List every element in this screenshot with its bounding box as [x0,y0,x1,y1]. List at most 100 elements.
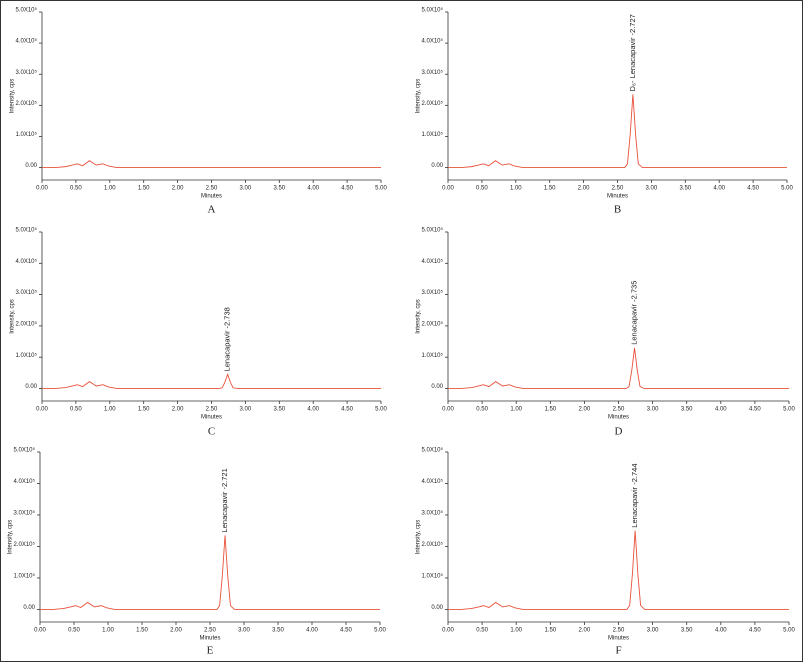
trace [448,94,787,169]
x-tick-label: 0.50 [476,407,488,413]
x-tick-label: 0.00 [442,186,454,192]
y-tick-label: 2.0X10⁵ [13,541,35,548]
x-tick-label: 1.00 [104,407,116,413]
y-tick-label: 0.00 [25,384,37,390]
x-tick-label: 1.50 [136,628,148,634]
y-tick-label: 1.0X10⁵ [421,573,443,580]
x-tick-label: 1.50 [138,186,150,192]
x-axis-title: Minutes [608,415,629,421]
x-axis-title: Minutes [199,636,220,642]
peak-annotation: Lenacapavir -2.735 [630,281,639,345]
x-tick-label: 3.50 [273,407,285,413]
y-tick-label: 1.0X10⁵ [13,573,35,580]
x-tick-label: 3.50 [272,628,284,634]
x-tick-label: 3.00 [646,186,658,192]
x-tick-label: 4.00 [715,407,727,413]
peak-annotation: Lenacapavir -2.721 [220,468,229,532]
x-tick-label: 3.50 [681,628,693,634]
y-tick-label: 0.00 [431,605,443,611]
y-tick-label: 4.0X10⁵ [421,38,443,45]
x-tick-label: 3.00 [647,628,659,634]
x-tick-label: 1.50 [544,628,556,634]
x-tick-label: 0.00 [442,628,454,634]
y-tick-label: 3.0X10⁵ [421,510,443,517]
x-tick-label: 0.50 [70,186,82,192]
peak-annotation: D₆- Lenacapavir -2.727 [628,14,637,91]
y-tick-label: 5.0X10⁵ [13,447,35,454]
trace [42,373,381,389]
x-tick-label: 2.00 [172,186,184,192]
x-tick-label: 2.00 [578,186,590,192]
y-tick-label: 3.0X10⁵ [15,289,37,296]
y-tick-label: 5.0X10⁵ [421,7,443,14]
x-axis-title: Minutes [607,194,628,200]
x-tick-label: 5.00 [781,186,793,192]
x-tick-label: 2.50 [204,628,216,634]
x-tick-label: 1.50 [138,407,150,413]
x-tick-label: 3.00 [647,407,659,413]
x-tick-label: 0.50 [70,407,82,413]
y-tick-label: 5.0X10⁵ [421,447,443,454]
trace [448,347,789,389]
y-tick-label: 5.0X10⁵ [421,227,443,234]
y-tick-label: 3.0X10⁵ [15,69,37,76]
y-axis-title: Intensity, cps [416,299,422,334]
x-tick-label: 0.00 [36,407,48,413]
x-tick-label: 4.00 [307,407,319,413]
peak-annotation: Lenacapavir -2.738 [223,307,232,371]
y-tick-label: 0.00 [25,163,37,169]
x-tick-label: 0.50 [476,186,488,192]
x-tick-label: 0.00 [36,186,48,192]
x-tick-label: 5.00 [375,186,387,192]
x-tick-label: 4.00 [715,628,727,634]
panel-label: C [208,426,215,438]
x-tick-label: 0.50 [476,628,488,634]
y-tick-label: 2.0X10⁵ [421,320,443,327]
trace [448,530,789,610]
y-tick-label: 0.00 [431,163,443,169]
y-tick-label: 2.0X10⁵ [421,541,443,548]
x-tick-label: 2.50 [612,186,624,192]
x-tick-label: 3.50 [679,186,691,192]
x-tick-label: 1.00 [510,407,522,413]
x-tick-label: 3.00 [238,628,250,634]
trace [40,535,380,610]
peak-annotation: Lenacapavir -2.744 [630,463,639,527]
x-tick-label: 2.00 [170,628,182,634]
y-tick-label: 3.0X10⁵ [13,510,35,517]
x-tick-label: 2.00 [579,628,591,634]
y-tick-label: 4.0X10⁵ [421,478,443,485]
x-tick-label: 3.00 [240,407,252,413]
x-tick-label: 0.00 [442,407,454,413]
y-tick-label: 4.0X10⁵ [421,258,443,265]
x-tick-label: 4.50 [749,628,761,634]
x-tick-label: 3.50 [273,186,285,192]
x-tick-label: 3.50 [681,407,693,413]
x-tick-label: 2.00 [172,407,184,413]
x-tick-label: 1.00 [510,186,522,192]
y-tick-label: 0.00 [431,384,443,390]
x-tick-label: 4.00 [307,186,319,192]
y-tick-label: 4.0X10⁵ [15,258,37,265]
x-tick-label: 3.00 [240,186,252,192]
x-tick-label: 4.50 [749,407,761,413]
y-axis-title: Intensity, cps [416,520,422,555]
x-tick-label: 0.50 [68,628,80,634]
x-tick-label: 4.50 [341,186,353,192]
y-tick-label: 1.0X10⁵ [421,352,443,359]
y-tick-label: 1.0X10⁵ [421,131,443,138]
x-tick-label: 2.50 [206,186,218,192]
y-tick-label: 1.0X10⁵ [15,352,37,359]
panel-label: E [207,645,214,657]
panel-label: F [615,645,621,657]
x-tick-label: 1.50 [544,407,556,413]
x-tick-label: 5.00 [783,407,795,413]
x-axis-title: Minutes [201,194,222,200]
panel-label: A [208,204,216,216]
x-tick-label: 1.00 [104,186,116,192]
x-tick-label: 5.00 [374,628,386,634]
y-tick-label: 2.0X10⁵ [15,320,37,327]
y-axis-title: Intensity, cps [8,520,14,555]
